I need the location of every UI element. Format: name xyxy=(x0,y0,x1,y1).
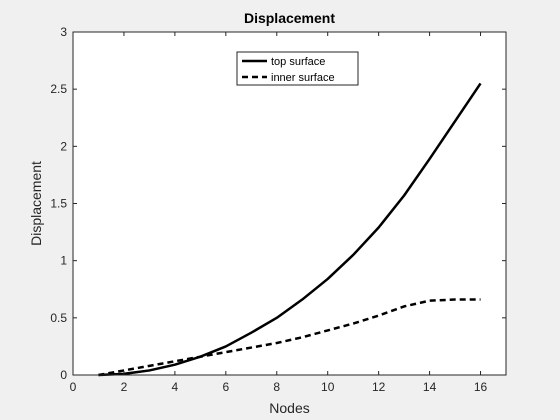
chart-title: Displacement xyxy=(244,10,335,26)
series-line-top-surface xyxy=(98,82,482,377)
y-tick-label: 2 xyxy=(60,139,67,153)
legend: top surface inner surface xyxy=(236,51,359,86)
legend-label-top-surface: top surface xyxy=(271,56,325,68)
x-tick-label: 12 xyxy=(372,380,386,394)
x-tick-label: 10 xyxy=(321,380,335,394)
series-line-inner-surface xyxy=(98,298,481,377)
x-tick-label: 14 xyxy=(423,380,437,394)
x-tick-label: 2 xyxy=(121,380,128,394)
legend-label-inner-surface: inner surface xyxy=(271,72,335,84)
x-tick-label: 4 xyxy=(172,380,179,394)
plot-area xyxy=(73,32,506,375)
y-tick-label: 1 xyxy=(60,254,67,268)
legend-box xyxy=(236,51,359,86)
x-tick-label: 6 xyxy=(222,380,229,394)
y-axis-label: Displacement xyxy=(28,161,44,246)
x-axis-label: Nodes xyxy=(269,400,309,416)
y-tick-label: 2.5 xyxy=(50,82,67,96)
x-tick-label: 8 xyxy=(273,380,280,394)
y-tick-label: 0.5 xyxy=(50,311,67,325)
y-tick-label: 0 xyxy=(60,368,67,382)
x-tick-label: 16 xyxy=(474,380,488,394)
y-tick-label: 3 xyxy=(60,25,67,39)
axes-layer: 0 2 4 6 8 10 12 14 16 0 0.5 1 1.5 2 2.5 3 xyxy=(50,25,507,394)
series-layer xyxy=(98,82,482,377)
x-tick-label: 0 xyxy=(70,380,77,394)
y-tick-label: 1.5 xyxy=(50,197,67,211)
